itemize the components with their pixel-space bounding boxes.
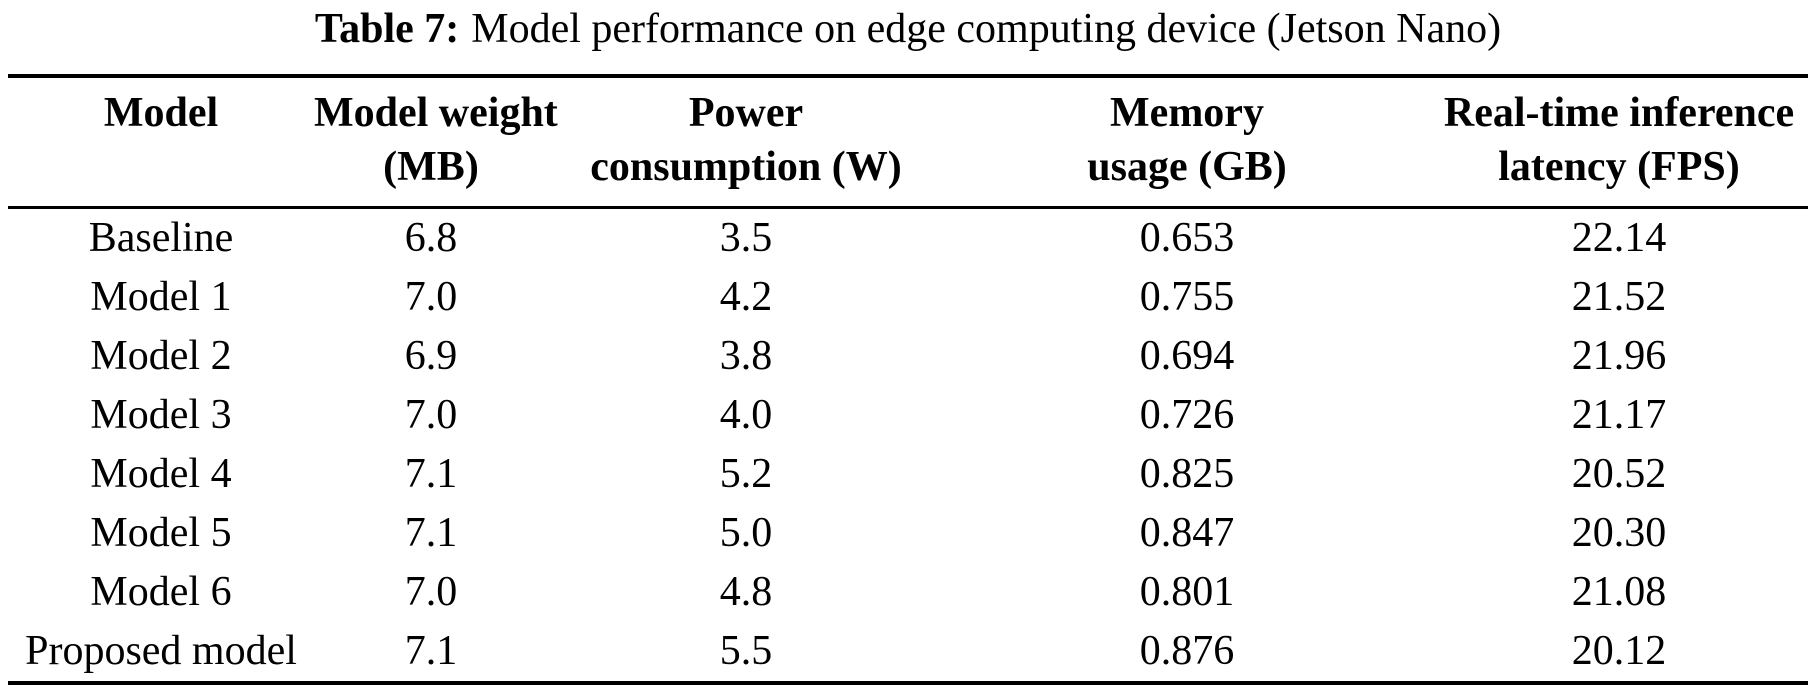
table-row: Model 1 7.0 4.2 0.755 21.52 bbox=[8, 268, 1808, 327]
value-cell: 0.825 bbox=[1139, 451, 1235, 497]
value-cell: 0.801 bbox=[1139, 569, 1235, 615]
value-cell: 7.1 bbox=[404, 628, 458, 674]
table-row: Model 4 7.1 5.2 0.825 20.52 bbox=[8, 445, 1808, 504]
value-cell: 7.1 bbox=[404, 451, 458, 497]
value-cell: 0.755 bbox=[1139, 274, 1235, 320]
value-cell: 21.52 bbox=[1571, 274, 1667, 320]
value-cell: 4.2 bbox=[719, 274, 773, 320]
header-row: Model Model weight (MB) Power consumptio… bbox=[8, 76, 1808, 208]
value-cell: 20.52 bbox=[1571, 451, 1667, 497]
table-row: Model 6 7.0 4.8 0.801 21.08 bbox=[8, 563, 1808, 622]
value-cell: 21.17 bbox=[1571, 392, 1667, 438]
model-name-cell: Model 1 bbox=[90, 274, 232, 320]
table-header: Model Model weight (MB) Power consumptio… bbox=[8, 76, 1808, 208]
value-cell: 0.876 bbox=[1139, 628, 1235, 674]
value-cell: 20.12 bbox=[1571, 628, 1667, 674]
column-header-weight: Model weight (MB) bbox=[314, 90, 558, 190]
model-name-cell: Model 6 bbox=[90, 569, 232, 615]
value-cell: 5.5 bbox=[719, 628, 773, 674]
value-cell: 5.2 bbox=[719, 451, 773, 497]
table-row: Proposed model 7.1 5.5 0.876 20.12 bbox=[8, 622, 1808, 683]
value-cell: 0.653 bbox=[1139, 215, 1235, 261]
model-name-cell: Model 2 bbox=[90, 333, 232, 379]
value-cell: 0.847 bbox=[1139, 510, 1235, 556]
value-cell: 0.726 bbox=[1139, 392, 1235, 438]
table-row: Model 3 7.0 4.0 0.726 21.17 bbox=[8, 386, 1808, 445]
value-cell: 6.8 bbox=[404, 215, 458, 261]
value-cell: 7.0 bbox=[404, 569, 458, 615]
value-cell: 0.694 bbox=[1139, 333, 1235, 379]
value-cell: 4.0 bbox=[719, 392, 773, 438]
table-row: Baseline 6.8 3.5 0.653 22.14 bbox=[8, 208, 1808, 269]
column-header-model: Model bbox=[103, 90, 219, 136]
value-cell: 7.1 bbox=[404, 510, 458, 556]
value-cell: 21.96 bbox=[1571, 333, 1667, 379]
caption-text: Model performance on edge computing devi… bbox=[471, 6, 1502, 52]
value-cell: 5.0 bbox=[719, 510, 773, 556]
model-name-cell: Baseline bbox=[88, 215, 234, 261]
model-name-cell: Model 3 bbox=[90, 392, 232, 438]
value-cell: 3.8 bbox=[719, 333, 773, 379]
table-caption: Table 7: Model performance on edge comput… bbox=[0, 0, 1816, 53]
table-row: Model 2 6.9 3.8 0.694 21.96 bbox=[8, 327, 1808, 386]
column-header-memory: Memory usage (GB) bbox=[1087, 90, 1287, 190]
table-body: Baseline 6.8 3.5 0.653 22.14 Model 1 7.0 4.2 0.7… bbox=[8, 208, 1808, 684]
model-name-cell: Proposed model bbox=[25, 628, 297, 674]
value-cell: 7.0 bbox=[404, 392, 458, 438]
value-cell: 21.08 bbox=[1571, 569, 1667, 615]
caption-label: Table 7: bbox=[314, 6, 460, 52]
value-cell: 7.0 bbox=[404, 274, 458, 320]
column-header-latency: Real-time inference latency (FPS) bbox=[1443, 90, 1795, 190]
value-cell: 22.14 bbox=[1571, 215, 1667, 261]
column-header-power: Power consumption (W) bbox=[590, 90, 902, 190]
value-cell: 20.30 bbox=[1571, 510, 1667, 556]
table-row: Model 5 7.1 5.0 0.847 20.30 bbox=[8, 504, 1808, 563]
value-cell: 4.8 bbox=[719, 569, 773, 615]
value-cell: 3.5 bbox=[719, 215, 773, 261]
value-cell: 6.9 bbox=[404, 333, 458, 379]
model-name-cell: Model 4 bbox=[90, 451, 232, 497]
model-name-cell: Model 5 bbox=[90, 510, 232, 556]
performance-table: Model Model weight (MB) Power consumptio… bbox=[8, 74, 1808, 685]
